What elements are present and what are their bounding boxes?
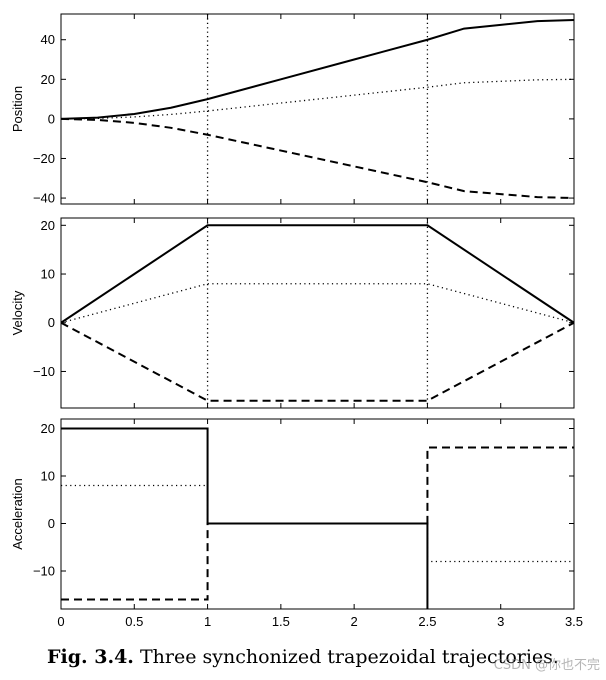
y-axis-label: Acceleration	[10, 478, 25, 550]
series-line-dashed	[61, 117, 574, 200]
x-tick-label: 2.5	[418, 614, 436, 629]
panel-velocity: −10 0 10 20 Velocity	[10, 217, 575, 409]
series-line-solid	[61, 224, 574, 324]
y-tick-label: 40	[41, 32, 55, 47]
y-axis-label: Position	[10, 86, 25, 132]
x-tick-label: 1.5	[272, 614, 290, 629]
panel-position: −40 −20 0 20 40 Position	[10, 13, 575, 206]
x-tick-label: 2	[351, 614, 358, 629]
y-tick-label: −10	[33, 564, 55, 579]
y-axis-label: Velocity	[10, 290, 25, 335]
y-tick-label: 0	[48, 111, 55, 126]
y-tick-label: 20	[41, 72, 55, 87]
axes-frame	[60, 13, 575, 205]
y-tick-label: 20	[41, 218, 55, 233]
axes-frame	[60, 418, 575, 610]
y-tick-label: 0	[48, 516, 55, 531]
y-tick-label: 10	[41, 469, 55, 484]
y-tick-label: −40	[33, 191, 55, 206]
x-tick-label: 3	[497, 614, 504, 629]
series-line-dotted	[61, 283, 574, 324]
series-line-solid	[61, 18, 574, 120]
panel-acceleration: −10 0 10 20 0 0.5 1 1.5 2 2.5 3 3.5 Acceleration	[10, 418, 583, 629]
x-tick-label: 3.5	[565, 614, 583, 629]
series-line-solid	[61, 427, 429, 609]
caption-label: Fig. 3.4.	[47, 646, 134, 668]
y-tick-label: 0	[48, 315, 55, 330]
y-tick-label: −10	[33, 364, 55, 379]
figure: −40−2002040Position−1001020Velocity−1001…	[10, 13, 583, 629]
y-tick-label: 10	[41, 267, 55, 282]
figure-caption: Fig. 3.4. Three synchonized trapezoidal …	[0, 646, 606, 668]
y-tick-label: −20	[33, 151, 55, 166]
series-line-dashed	[61, 446, 574, 601]
caption-text: Three synchonized trapezoidal trajectori…	[139, 646, 559, 668]
series-line-dashed	[61, 321, 574, 402]
x-tick-label: 0	[57, 614, 64, 629]
axes-frame	[60, 217, 575, 409]
watermark: CSDN @你也不完	[493, 658, 600, 673]
y-tick-label: 20	[41, 421, 55, 436]
x-tick-label: 1	[204, 614, 211, 629]
x-tick-label: 0.5	[125, 614, 143, 629]
